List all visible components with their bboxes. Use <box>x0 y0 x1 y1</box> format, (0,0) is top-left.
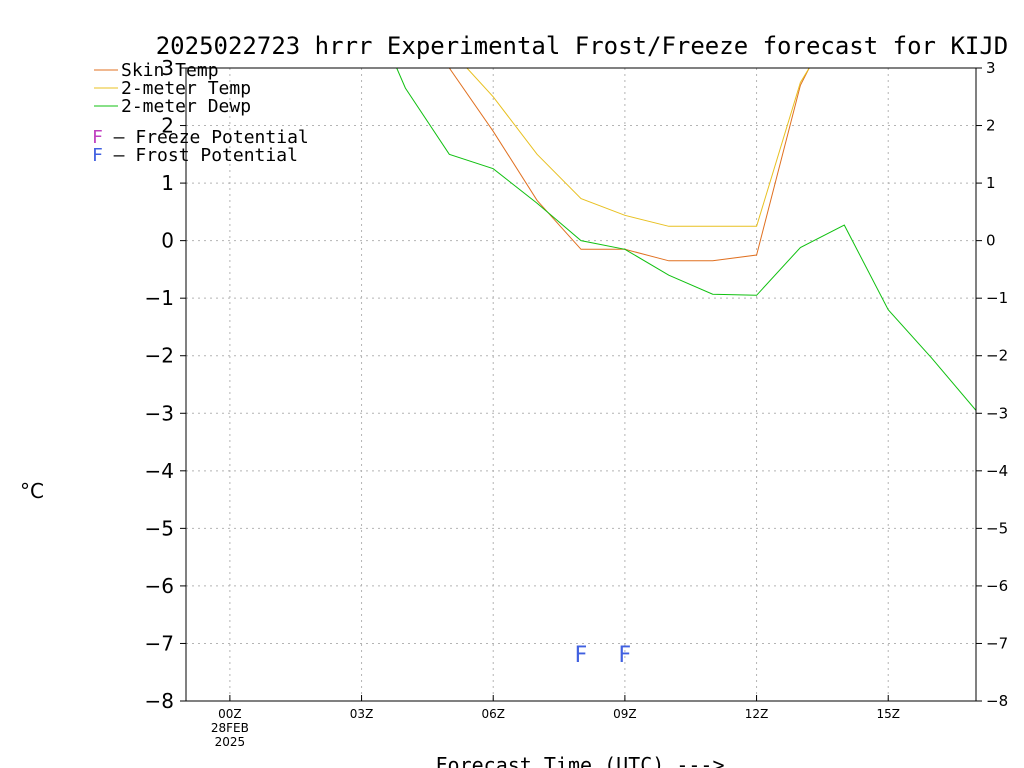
y-tick-label-left: −3 <box>145 401 174 425</box>
y-tick-label-left: 2 <box>161 114 174 138</box>
y-tick-label-right: 3 <box>986 59 996 77</box>
x-tick-label: 03Z <box>350 707 374 721</box>
x-axis-label: Forecast Time (UTC) ---> <box>436 753 725 768</box>
series-line-0 <box>448 68 810 262</box>
y-tick-label-left: −7 <box>145 631 174 655</box>
potential-marker: F <box>575 643 588 668</box>
plot-frame <box>185 67 977 702</box>
series-line-2 <box>396 68 976 411</box>
y-tick-label-right: 2 <box>986 117 996 135</box>
y-tick-label-left: −6 <box>145 574 174 598</box>
y-tick-label-right: −5 <box>986 519 1008 537</box>
y-tick-label-right: −2 <box>986 347 1008 365</box>
y-tick-label-left: −1 <box>145 286 174 310</box>
legend-label: Skin Temp <box>121 60 219 81</box>
legend-label: 2-meter Temp <box>121 78 251 99</box>
y-tick-label-right: 0 <box>986 232 996 250</box>
y-tick-label-right: −6 <box>986 577 1008 595</box>
y-tick-label-left: −8 <box>145 689 174 713</box>
y-axis-label: °C <box>20 479 44 503</box>
x-tick-label: 06Z <box>481 707 505 721</box>
x-tick-label: 15Z <box>876 707 900 721</box>
y-tick-label-left: 1 <box>161 171 174 195</box>
potential-legend-item: F – Freeze Potential <box>92 127 309 148</box>
potential-legend-marker: F <box>92 127 103 148</box>
potential-legend-label: – Frost Potential <box>103 145 298 166</box>
potential-legend-marker: F <box>92 145 103 166</box>
y-tick-label-left: 3 <box>161 56 174 80</box>
series-line-1 <box>466 68 810 227</box>
x-tick-label: 12Z <box>745 707 769 721</box>
x-date-label: 28FEB <box>211 721 249 735</box>
y-tick-label-left: −2 <box>145 344 174 368</box>
x-date-label: 2025 <box>215 735 246 749</box>
chart-title: 2025022723 hrrr Experimental Frost/Freez… <box>156 32 1009 60</box>
y-tick-label-left: 0 <box>161 229 174 253</box>
y-tick-label-right: 1 <box>986 174 996 192</box>
grid-lines <box>186 68 976 701</box>
x-tick-label: 00Z <box>218 707 242 721</box>
series-lines <box>396 68 976 411</box>
y-tick-label-right: −4 <box>986 462 1008 480</box>
potential-legend-item: F – Frost Potential <box>92 145 298 166</box>
y-tick-label-right: −7 <box>986 634 1008 652</box>
y-tick-label-right: −1 <box>986 289 1008 307</box>
potential-marker: F <box>619 643 632 668</box>
legend-label: 2-meter Dewp <box>121 96 251 117</box>
y-tick-label-left: −4 <box>145 459 174 483</box>
axes: −8 −8 −7 −7 −6 −6 −5 −5 −4 −4 −3 −3 −2 −2 −1 −1 0 0 1 1 2 2 3 3… <box>145 56 1009 749</box>
x-tick-label: 09Z <box>613 707 637 721</box>
y-tick-label-right: −3 <box>986 404 1008 422</box>
y-tick-label-left: −5 <box>145 516 174 540</box>
potential-legend-label: – Freeze Potential <box>103 127 309 148</box>
y-tick-label-right: −8 <box>986 692 1008 710</box>
